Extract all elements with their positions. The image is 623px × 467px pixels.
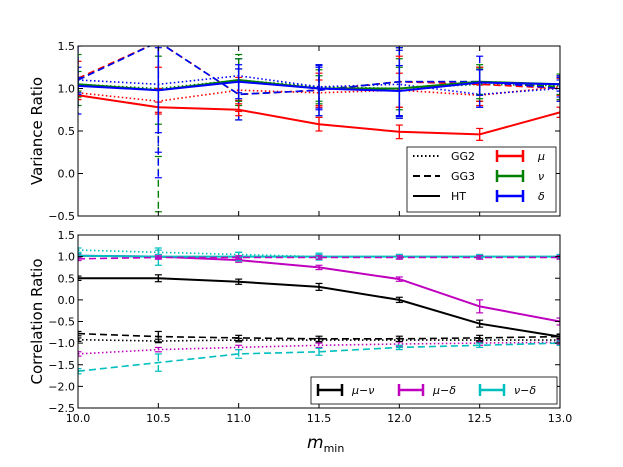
x-axis-label-main: m	[307, 433, 324, 453]
x-tick-label: 12.0	[387, 412, 412, 425]
y-tick-label: 1.5	[58, 229, 76, 242]
legend-pair-label: μ−δ	[432, 384, 456, 397]
legend-label-gg3: GG3	[451, 170, 475, 183]
legend-param-label: δ	[538, 190, 545, 203]
legend-correlation: μ−ν μ−δ ν−δ mmin	[307, 376, 558, 455]
y-tick-label: 1.0	[58, 251, 76, 264]
series-line-4	[78, 341, 560, 355]
y-tick-label: 0.5	[58, 272, 76, 285]
y-tick-label: 0.5	[58, 125, 76, 138]
y-tick-label: −0.5	[48, 210, 75, 223]
x-tick-label: 10.5	[146, 412, 171, 425]
panel-variance: 1.5 1.0 0.5 0.0 −0.5 Variance Ratio GG2 GG3 HT μν…	[28, 40, 561, 223]
y-tick-label: −2.0	[48, 380, 75, 393]
y-tick-label: −0.5	[48, 316, 75, 329]
x-axis-label: mmin	[307, 433, 344, 455]
plot-area	[78, 247, 560, 375]
legend-box	[310, 376, 558, 405]
x-tick-label: 11.0	[226, 412, 251, 425]
y-tick-label: −1.5	[48, 359, 75, 372]
legend-label-gg2: GG2	[451, 150, 475, 163]
y-tick-label: 1.0	[58, 83, 76, 96]
x-tick-label: 10.0	[66, 412, 91, 425]
y-axis-label: Variance Ratio	[28, 77, 46, 185]
legend-label-ht: HT	[451, 190, 466, 203]
x-tick-label: 13.0	[548, 412, 573, 425]
x-tick-label: 12.5	[467, 412, 492, 425]
legend-variance: GG2 GG3 HT μνδ	[406, 146, 557, 213]
y-tick-label: −2.5	[48, 402, 75, 415]
x-tick-label: 11.5	[307, 412, 332, 425]
legend-pair-label: ν−δ	[514, 384, 536, 397]
legend-box	[406, 146, 557, 213]
y-tick-label: 0.0	[58, 294, 76, 307]
y-tick-label: −1.0	[48, 337, 75, 350]
legend-param-label: ν	[538, 170, 544, 183]
y-tick-label: 0.0	[58, 168, 76, 181]
plot-area	[78, 46, 560, 213]
legend-param-label: μ	[537, 150, 545, 163]
legend-pair-label: μ−ν	[351, 384, 374, 397]
y-axis-label: Correlation Ratio	[28, 259, 46, 385]
panel-correlation: 1.5 1.0 0.5 0.0 −0.5 −1.0 −1.5 −2.0 −2.510.0 10.5…	[28, 229, 572, 455]
x-axis-label-sub: min	[324, 442, 345, 455]
y-tick-label: 1.5	[58, 40, 76, 53]
